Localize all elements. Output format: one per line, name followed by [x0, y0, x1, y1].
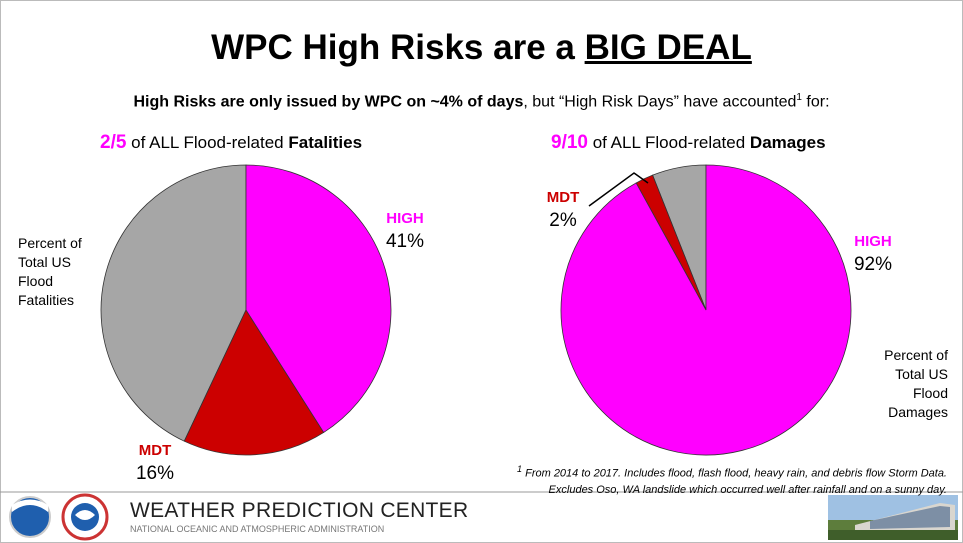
building-photo — [828, 495, 958, 540]
pie-label-line: Total US — [18, 254, 71, 270]
pie-label-line: Damages — [888, 404, 948, 420]
subtitle-sup: 1 — [796, 92, 802, 103]
pie-label: Percent of Total US Flood Fatalities — [18, 234, 82, 310]
slice-value-label: 41% — [385, 231, 425, 252]
slice-category: HIGH — [386, 210, 424, 227]
pie-label-line: Fatalities — [18, 292, 75, 308]
chart-title: 9/10 of ALL Flood-related Damages — [551, 132, 826, 154]
slice-value-label: 92% — [853, 254, 893, 275]
chart-title-part: Fatalities — [288, 133, 363, 152]
pie-label-line: Flood — [18, 273, 54, 289]
slice-value-label: 2% — [549, 210, 577, 231]
footer-agency: NATIONAL OCEANIC AND ATMOSPHERIC ADMINIS… — [130, 524, 385, 534]
slice-category: MDT — [546, 189, 580, 206]
subtitle-text: , but “High Risk Days” have accounted — [523, 93, 797, 111]
slide-title: WPC High Risks are a BIG DEAL — [0, 28, 963, 68]
pie-slice — [245, 164, 392, 433]
chart-title-part: 2/5 — [100, 132, 127, 153]
chart-title: 2/5 of ALL Flood-related Fatalities — [100, 132, 362, 154]
title-emphasis: BIG DEAL — [584, 28, 752, 67]
pie-slice — [100, 164, 247, 442]
slice-value-label: 16% — [135, 463, 175, 484]
title-text: WPC High Risks are a — [211, 28, 575, 67]
pie-label-line: Total US — [895, 366, 948, 382]
pie-label-line: Percent of — [18, 235, 82, 251]
footnote-line: Excludes Oso, WA landslide which occurre… — [548, 483, 947, 496]
chart-title-part: of ALL Flood-related — [592, 133, 746, 152]
slice-category: MDT — [138, 442, 172, 459]
leader-line — [588, 172, 649, 207]
slice-category: HIGH — [854, 233, 892, 250]
footer-name: WEATHER PREDICTION CENTER — [130, 499, 469, 522]
noaa-logo-bird — [12, 499, 48, 512]
chart-title-part: of ALL Flood-related — [131, 133, 284, 152]
footnote: 1 From 2014 to 2017. Includes flood, fla… — [517, 461, 947, 498]
chart-title-part: 9/10 — [551, 132, 588, 153]
subtitle: High Risks are only issued by WPC on ~4%… — [0, 92, 963, 111]
subtitle-bold: High Risks are only issued by WPC on ~4%… — [133, 93, 524, 111]
subtitle-end: for: — [801, 93, 830, 111]
pie-label-line: Percent of — [884, 347, 948, 363]
pie-label: Percent of Total US Flood Damages — [884, 346, 948, 422]
footnote-line: From 2014 to 2017. Includes flood, flash… — [525, 467, 947, 480]
pie-slice — [560, 164, 852, 456]
chart-title-part: Damages — [749, 133, 826, 152]
pie-slice — [183, 309, 325, 456]
nws-logo-cloud — [75, 510, 95, 520]
footnote-mark: 1 — [517, 464, 523, 474]
pie-label-line: Flood — [912, 385, 948, 401]
